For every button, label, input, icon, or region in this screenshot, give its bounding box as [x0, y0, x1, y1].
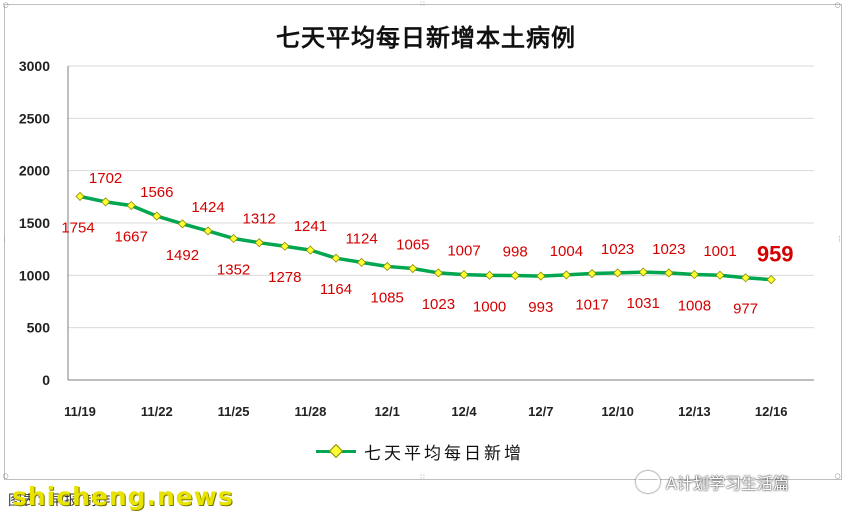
wechat-icon: [636, 471, 660, 493]
data-point-marker: [203, 226, 213, 236]
x-tick-label: 11/28: [294, 404, 326, 419]
data-point-marker: [229, 233, 239, 244]
data-label: 1031: [627, 295, 660, 312]
source-credit: 图表：早报 制作: [8, 493, 111, 509]
resize-handle-bottom-left[interactable]: ○: [2, 472, 9, 480]
data-point-marker: [331, 253, 341, 263]
data-point-marker: [75, 191, 85, 201]
data-label: 1352: [217, 261, 250, 278]
data-label-latest: 959: [757, 242, 794, 267]
data-label: 1124: [345, 230, 377, 247]
x-tick-label: 12/1: [375, 404, 400, 419]
data-point-marker: [689, 269, 699, 280]
legend-diamond-marker: [328, 443, 344, 458]
wechat-watermark: A计划学习生活篇: [636, 470, 789, 494]
data-label: 1492: [166, 247, 199, 264]
data-point-marker: [305, 245, 315, 255]
data-label: 1085: [371, 289, 404, 306]
data-label: 1566: [140, 184, 173, 201]
x-tick-label: 12/4: [451, 404, 477, 419]
data-point-marker: [126, 200, 136, 211]
x-tick-label: 11/25: [218, 404, 250, 419]
chart-title: 七天平均每日新增本土病例: [276, 24, 576, 52]
x-tick-label: 12/16: [755, 404, 788, 419]
data-label: 1702: [89, 170, 122, 187]
data-point-marker: [177, 219, 187, 229]
data-label: 1164: [320, 281, 352, 298]
x-tick-label: 11/22: [141, 404, 173, 419]
series-line: [79, 194, 772, 282]
data-point-marker: [536, 271, 546, 281]
data-point-marker: [485, 270, 495, 280]
data-label: 998: [503, 244, 528, 261]
x-tick-label: 12/7: [528, 404, 553, 419]
x-tick-label: 11/19: [64, 404, 96, 419]
data-point-marker: [741, 273, 751, 283]
data-label: 1023: [652, 241, 685, 258]
resize-handle-top-center[interactable]: ∷: [420, 0, 425, 8]
data-point-marker: [766, 275, 776, 285]
y-tick-label: 3000: [19, 58, 50, 74]
resize-handle-bottom-right[interactable]: ○: [834, 472, 841, 480]
data-point-marker: [152, 211, 162, 221]
resize-handle-middle-right[interactable]: ⋮: [836, 235, 843, 243]
y-tick-label: 1500: [19, 215, 50, 231]
data-label: 1004: [550, 243, 583, 260]
chart-legend: 七天平均每日新增: [316, 440, 524, 464]
data-point-marker: [408, 263, 418, 274]
legend-series-name: 七天平均每日新增: [364, 443, 524, 464]
data-point-marker: [715, 270, 725, 280]
y-tick-label: 1000: [19, 267, 50, 283]
data-point-marker: [613, 268, 623, 278]
data-label: 1754: [61, 219, 94, 236]
data-label: 1023: [601, 241, 634, 258]
y-tick-label: 500: [27, 320, 51, 336]
data-label: 1312: [243, 211, 276, 228]
data-point-marker: [459, 270, 469, 280]
y-tick-label: 0: [42, 372, 50, 388]
wechat-account-name: A计划学习生活篇: [666, 474, 789, 493]
site-watermark: shicheng.news: [12, 482, 234, 511]
resize-handle-top-right[interactable]: ○: [834, 1, 841, 9]
resize-handle-middle-left[interactable]: ⋮: [1, 235, 8, 243]
data-label: 1065: [396, 237, 429, 254]
data-point-marker: [664, 268, 674, 278]
data-label: 977: [733, 301, 758, 318]
data-label: 1000: [473, 298, 506, 315]
data-label: 1667: [115, 229, 148, 246]
data-point-marker: [357, 257, 367, 267]
data-point-marker: [382, 261, 392, 272]
y-tick-label: 2500: [19, 110, 50, 126]
data-point-marker: [280, 241, 290, 251]
data-label: 1007: [447, 243, 480, 260]
data-point-marker: [101, 197, 111, 207]
data-label: 1017: [575, 297, 608, 314]
data-label: 993: [528, 299, 553, 316]
x-tick-label: 12/13: [678, 404, 711, 419]
data-point-marker: [587, 268, 597, 279]
resize-handle-bottom-center[interactable]: ∷: [420, 473, 425, 481]
data-label: 1023: [422, 296, 455, 313]
data-point-marker: [561, 270, 571, 280]
data-label: 1424: [191, 199, 224, 216]
legend-line-swatch: [316, 443, 356, 458]
data-point-marker: [638, 267, 648, 277]
data-point-marker: [510, 270, 520, 281]
data-label: 1008: [678, 297, 711, 314]
data-label: 1278: [268, 269, 301, 286]
data-point-marker: [433, 268, 443, 278]
data-point-marker: [254, 238, 264, 248]
chart-frame: [4, 4, 842, 480]
x-tick-label: 12/10: [601, 404, 634, 419]
data-label: 1241: [294, 218, 327, 235]
resize-handle-top-left[interactable]: ○: [2, 1, 9, 9]
data-label: 1001: [703, 243, 736, 260]
y-tick-label: 2000: [19, 163, 50, 179]
